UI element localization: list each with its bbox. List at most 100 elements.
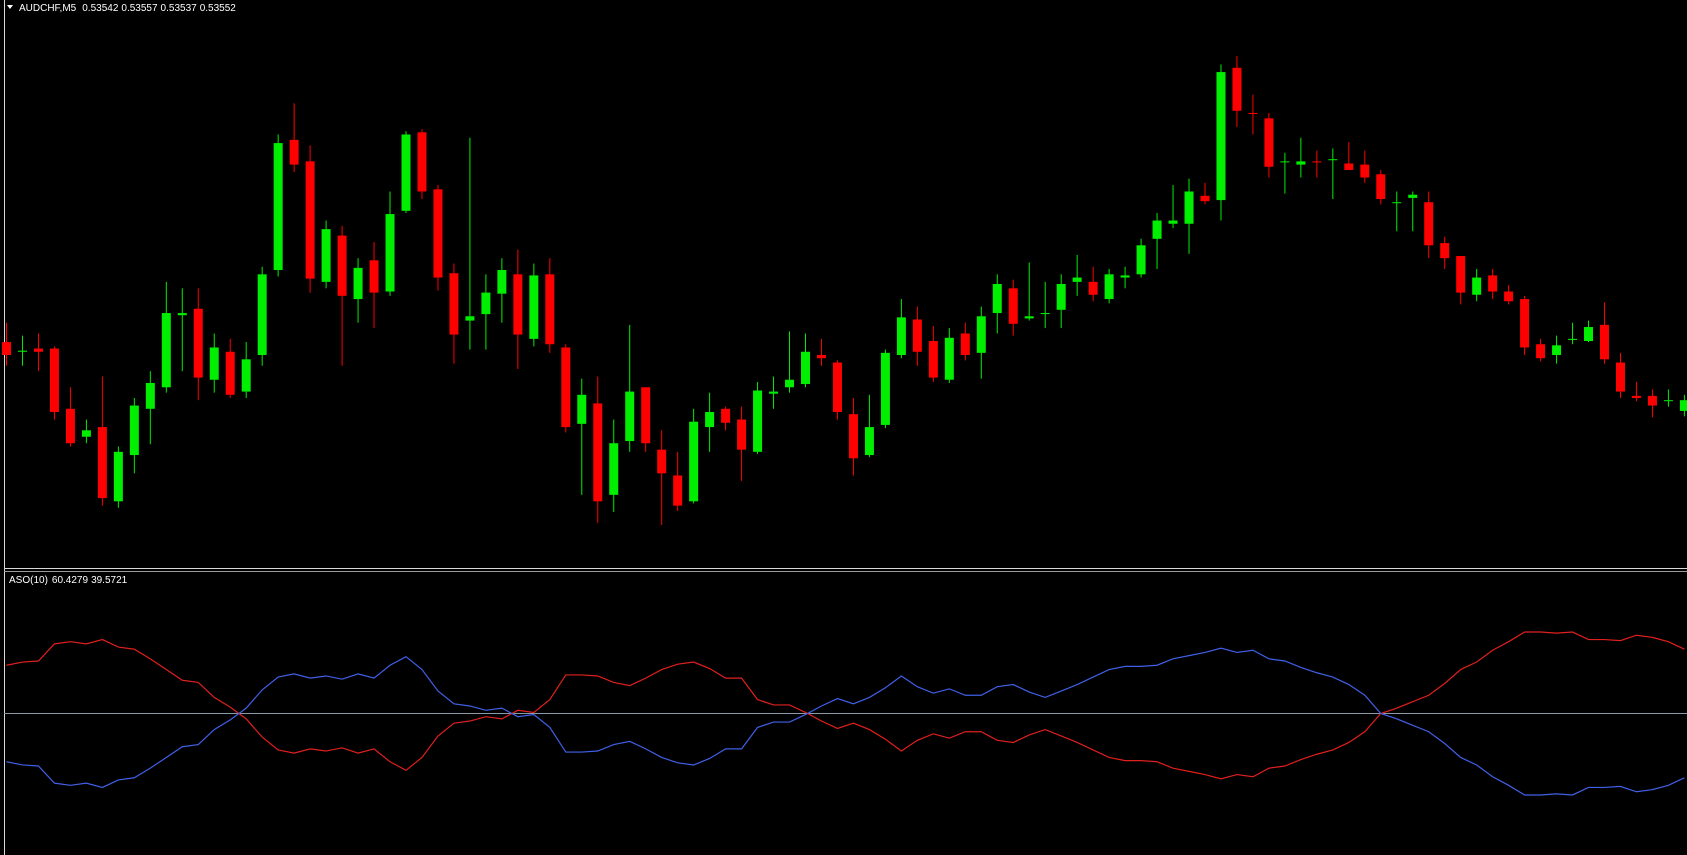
candle-body [1679, 400, 1687, 411]
candle-body [1456, 256, 1466, 293]
candle-body [1408, 194, 1418, 198]
candle-body [49, 348, 59, 413]
candle-body [1328, 159, 1338, 161]
candle-body [177, 313, 187, 316]
collapse-icon[interactable] [7, 5, 13, 9]
candle-body [33, 348, 43, 352]
candle-body [1168, 220, 1178, 224]
candle-body [577, 394, 587, 424]
candle-body [1520, 299, 1530, 348]
candle-body [625, 391, 635, 442]
candle-body [1584, 327, 1594, 342]
candle-body [848, 414, 858, 459]
candle-body [1552, 345, 1562, 355]
candle-body [1344, 163, 1354, 170]
candle-body [1615, 362, 1625, 392]
candle-body [17, 350, 27, 352]
last-close: 0.53552 [200, 3, 237, 14]
candle-body [113, 451, 123, 502]
candle-body [832, 362, 842, 413]
candle-body [1264, 118, 1274, 167]
candle-body [896, 317, 906, 355]
candle-body [513, 274, 523, 335]
candle-body [1376, 174, 1386, 200]
candle-body [273, 143, 283, 271]
indicator-line [6, 647, 1685, 796]
candle-body [481, 292, 491, 315]
candle-body [65, 408, 75, 444]
candle-body [433, 189, 443, 278]
candle-body [928, 341, 938, 378]
candle-body [1488, 275, 1498, 292]
candle-body [257, 274, 267, 355]
candle-body [225, 351, 235, 395]
candle-body [641, 387, 651, 444]
indicator-name: ASO(10) [9, 575, 48, 586]
candle-body [1647, 395, 1657, 406]
last-high: 0.53557 [121, 3, 158, 14]
candle-body [369, 260, 379, 293]
candle-body [1360, 164, 1370, 178]
candle-body [753, 390, 763, 452]
candle-body [289, 139, 299, 165]
candle-body [1392, 202, 1402, 204]
candle-body [529, 275, 539, 339]
candle-body [673, 475, 683, 506]
candle-body [1600, 324, 1609, 360]
candle-body [1631, 395, 1641, 399]
candle-body [241, 359, 251, 392]
candle-body [401, 134, 411, 211]
candle-body [721, 408, 731, 423]
candle-body [1136, 245, 1146, 275]
candle-body [81, 430, 91, 437]
candle-body [1280, 161, 1290, 163]
candle-body [545, 274, 555, 345]
candle-body [497, 270, 507, 294]
candle-body [193, 308, 203, 378]
candle-body [737, 419, 747, 450]
indicator-line [6, 631, 1685, 780]
candle-body [561, 347, 571, 428]
candle-body [1184, 191, 1194, 224]
candle-body [449, 273, 459, 335]
candle-body [864, 427, 874, 456]
candle-body [960, 333, 970, 355]
candle-body [1024, 316, 1034, 319]
candle-body [1296, 161, 1306, 165]
candle-body [880, 352, 890, 425]
candle-body [1040, 313, 1050, 315]
candle-body [944, 337, 954, 380]
candle-body [1248, 112, 1258, 115]
candle-body [1440, 243, 1450, 259]
candle-body [801, 351, 810, 385]
candle-body [97, 427, 107, 499]
candle-body [1504, 291, 1514, 302]
candle-body [337, 235, 347, 296]
candle-body [161, 313, 171, 388]
candle-body [689, 421, 699, 502]
indicator-header: ASO(10) 60.4279 39.5721 [9, 575, 128, 586]
candle-body [321, 229, 331, 282]
candle-body [992, 284, 1002, 314]
last-low: 0.53537 [161, 3, 198, 14]
candle-body [1072, 277, 1082, 282]
candle-body [1568, 338, 1578, 340]
candle-body [1312, 161, 1322, 163]
candle-body [1536, 344, 1546, 359]
candle-body [769, 391, 779, 394]
candle-body [912, 319, 922, 352]
candle-body [657, 449, 667, 474]
candle-body [1216, 72, 1226, 201]
candle-body [1424, 202, 1434, 246]
main-header: AUDCHF,M5 0.53542 0.53557 0.53537 0.53552 [19, 3, 236, 14]
candle-body [1663, 400, 1673, 402]
candle-body [1472, 277, 1482, 295]
candle-body [305, 161, 315, 279]
candle-body [785, 379, 795, 388]
candle-body [1152, 220, 1162, 239]
candle-body [705, 412, 715, 428]
candle-body [385, 214, 395, 292]
candle-body [1200, 195, 1210, 202]
